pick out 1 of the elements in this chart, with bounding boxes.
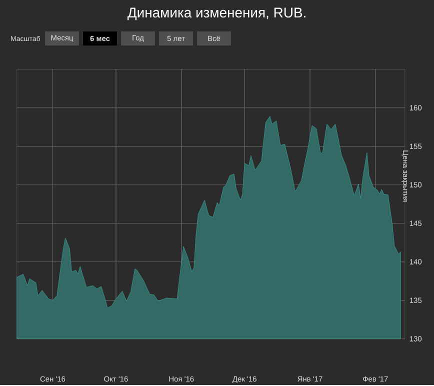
chart-title: Динамика изменения, RUB. [128,8,306,20]
